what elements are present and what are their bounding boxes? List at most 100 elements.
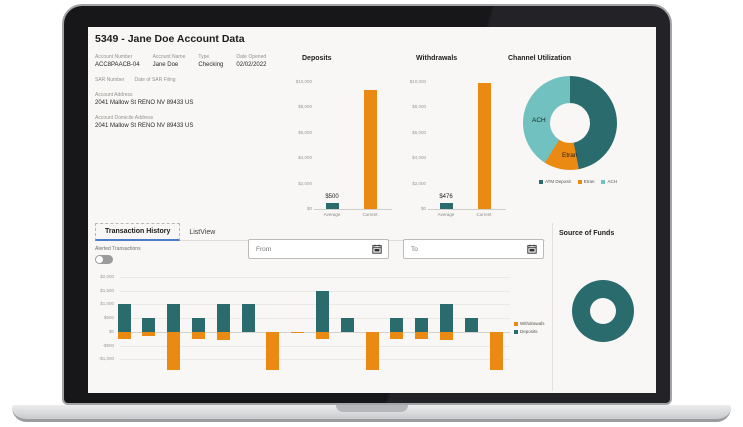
deposit-bar (315, 290, 329, 332)
deposit-bar (142, 318, 156, 332)
toggle-knob (96, 256, 103, 263)
atm-deposit-legend-label: ATM Deposit (545, 179, 571, 184)
date-opened-label: Date Opened (236, 54, 267, 60)
deposit-bar (191, 318, 205, 332)
deposits-swatch (514, 329, 518, 334)
to-date-input[interactable] (404, 245, 527, 253)
laptop-base (12, 405, 731, 422)
legend-item-atm-deposit: ATM Deposit (539, 179, 571, 184)
deposits-chart: Deposits $10,000 $8,000 $6,000 $4,000 $2,000… (286, 55, 398, 227)
y-axis-tick: $0 (420, 206, 426, 211)
withdrawal-bar (117, 331, 131, 339)
deposits-chart-title: Deposits (302, 55, 332, 62)
deposit-bar (216, 304, 230, 332)
calendar-icon[interactable] (372, 244, 382, 254)
to-date-field[interactable] (403, 239, 544, 259)
withdrawal-bar (315, 331, 329, 339)
withdrawal-bar (291, 331, 305, 333)
legend-item-deposits: Deposits (514, 329, 545, 334)
category-label: Average (323, 212, 341, 217)
category-label: Average (437, 212, 455, 217)
gridline (120, 346, 510, 347)
withdrawal-bar (167, 331, 181, 371)
date-opened-field: Date Opened 02/02/2022 (236, 54, 266, 68)
axis-baseline (314, 209, 392, 210)
etran-slice-label: Etran (562, 152, 578, 159)
dashboard-screen: 5349 - Jane Doe Account Data Account Num… (88, 27, 656, 393)
y-axis-tick: $6,000 (298, 129, 312, 135)
donut-hole (590, 298, 616, 324)
account-details: Account Number ACC8PAACB-04 Account Name… (95, 54, 285, 129)
gridline (120, 318, 510, 319)
laptop-screen-bezel: 5349 - Jane Doe Account Data Account Num… (62, 4, 672, 405)
average-bar (325, 203, 339, 209)
y-axis-tick: $4,000 (412, 155, 426, 161)
deposit-bar (415, 318, 429, 332)
y-axis-tick: -$1,000 (98, 356, 114, 362)
deposit-bar (167, 304, 181, 332)
calendar-icon[interactable] (527, 244, 537, 254)
account-domicile-label: Account Domicile Address (95, 115, 154, 121)
gridline (120, 304, 510, 305)
ach-slice-label: ACH (532, 117, 546, 124)
account-address-label: Account Address (95, 92, 133, 98)
gridline (120, 277, 510, 278)
current-bar (363, 90, 377, 209)
gridline (120, 359, 510, 360)
y-axis-tick: $6,000 (412, 129, 426, 135)
deposits-plot: $10,000 $8,000 $6,000 $4,000 $2,000 $0 Average… (286, 79, 398, 227)
deposit-bar (340, 318, 354, 332)
tab-listview[interactable]: ListView (189, 229, 216, 236)
deposit-bar (390, 318, 404, 332)
current-bar (477, 83, 491, 209)
legend-item-ach: ACH (601, 179, 617, 184)
y-axis-tick: $0 (306, 206, 312, 211)
account-number-field: Account Number ACC8PAACB-04 (95, 54, 140, 68)
account-number-label: Account Number (95, 54, 133, 60)
withdrawal-bar (216, 331, 230, 341)
y-axis-tick: $10,000 (295, 79, 312, 84)
gridline (120, 332, 510, 333)
from-date-field[interactable] (248, 239, 389, 259)
y-axis-tick: $2,000 (298, 180, 312, 186)
channel-utilization-title: Channel Utilization (508, 55, 571, 62)
value-label: $500 (325, 194, 339, 200)
alerted-transactions-label: Alerted Transactions (95, 246, 141, 252)
y-axis-tick: -$500 (102, 342, 114, 348)
withdrawal-bar (266, 331, 280, 371)
legend-item-etran: Etran (577, 179, 594, 184)
from-date-input[interactable] (249, 245, 372, 253)
date-opened-value: 02/02/2022 (236, 62, 267, 68)
donut-hole (550, 103, 590, 143)
y-axis-tick: $10,000 (409, 79, 426, 84)
transaction-chart-legend: Withdrawals Deposits (514, 321, 545, 334)
withdrawal-bar (191, 331, 205, 339)
withdrawal-bar (415, 331, 429, 339)
category-label: Current (476, 212, 492, 217)
sar-filing-date-label: Date of SAR Filing (134, 77, 176, 83)
deposits-legend-label: Deposits (520, 329, 538, 334)
withdrawals-legend-label: Withdrawals (520, 321, 545, 326)
tab-transaction-history[interactable]: Transaction History (95, 223, 181, 241)
account-domicile-value: 2041 Mallow St RENO NV 89433 US (95, 123, 194, 129)
average-bar (439, 203, 453, 209)
sar-number-label: SAR Number (95, 77, 125, 83)
account-name-field: Account Name Jane Doe (153, 54, 186, 68)
deposit-bar (241, 304, 255, 332)
gridline (120, 291, 510, 292)
deposit-bar (439, 304, 453, 332)
channel-utilization-donut: ACH Etran (523, 76, 617, 170)
account-type-label: Type (198, 54, 210, 60)
value-label: $476 (439, 194, 453, 200)
deposit-bar (464, 318, 478, 332)
page-title: 5349 - Jane Doe Account Data (95, 33, 245, 45)
withdrawals-chart: Withdrawals $10,000 $8,000 $6,000 $4,000 $2,… (400, 55, 512, 227)
alerted-transactions-toggle[interactable] (95, 255, 113, 264)
y-axis-tick: $0 (108, 328, 114, 334)
withdrawal-bar (365, 331, 379, 371)
panel-divider (552, 223, 553, 391)
channel-legend: ATM Deposit Etran ACH (508, 179, 648, 184)
legend-item-withdrawals: Withdrawals (514, 321, 545, 326)
alerted-transactions-control: Alerted Transactions (95, 246, 141, 264)
